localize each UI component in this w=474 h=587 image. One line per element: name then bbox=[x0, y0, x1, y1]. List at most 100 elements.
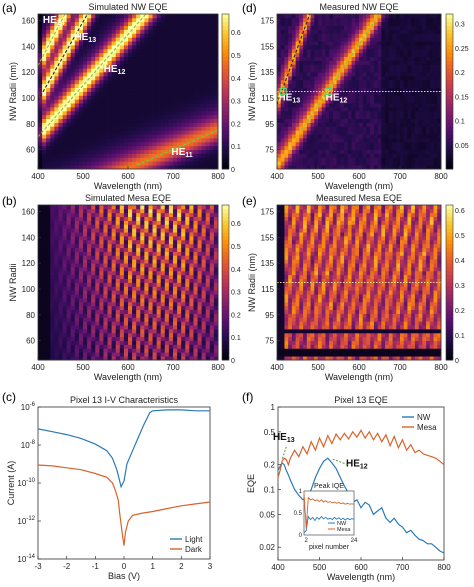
heatmap-cell bbox=[284, 161, 289, 166]
heatmap-cell bbox=[54, 336, 59, 342]
heatmap-cell bbox=[280, 14, 285, 19]
heatmap-cell bbox=[99, 208, 104, 214]
heatmap-cell bbox=[359, 68, 364, 73]
heatmap-cell bbox=[197, 228, 203, 233]
heatmap-cell bbox=[38, 21, 43, 27]
heatmap-cell bbox=[144, 309, 149, 314]
heatmap-cell bbox=[306, 14, 311, 19]
heatmap-cell bbox=[115, 141, 121, 147]
heatmap-cell bbox=[197, 251, 203, 256]
heatmap-cell bbox=[164, 325, 170, 330]
heatmap-cell bbox=[156, 79, 162, 85]
colorbar-swatch bbox=[222, 87, 229, 92]
heatmap-cell bbox=[103, 95, 108, 100]
heatmap-cell bbox=[83, 340, 88, 345]
heatmap-cell bbox=[128, 130, 133, 135]
heatmap-cell bbox=[197, 356, 203, 361]
heatmap-cell bbox=[58, 220, 63, 225]
heatmap-cell bbox=[291, 41, 297, 46]
heatmap-cell bbox=[355, 56, 360, 61]
heatmap-cell bbox=[123, 332, 129, 338]
heatmap-cell bbox=[70, 29, 76, 34]
colorbar-swatch bbox=[222, 321, 229, 326]
heatmap-cell bbox=[168, 270, 174, 276]
heatmap-cell bbox=[83, 298, 88, 303]
heatmap-cell bbox=[83, 267, 88, 272]
heatmap-cell bbox=[115, 356, 121, 361]
heatmap-cell bbox=[185, 270, 190, 276]
heatmap-cell bbox=[193, 114, 198, 120]
heatmap-cell bbox=[132, 95, 137, 100]
heatmap-cell bbox=[148, 99, 153, 104]
heatmap-cell bbox=[318, 107, 323, 112]
heatmap-cell bbox=[373, 41, 379, 46]
heatmap-cell bbox=[197, 332, 203, 338]
heatmap-cell bbox=[54, 274, 59, 280]
heatmap-cell bbox=[140, 313, 145, 318]
heatmap-cell bbox=[152, 313, 158, 318]
heatmap-cell bbox=[99, 329, 104, 334]
heatmap-cell bbox=[152, 298, 158, 303]
colorbar-swatch bbox=[222, 216, 229, 221]
heatmap-cell bbox=[152, 340, 158, 345]
heatmap-cell bbox=[310, 118, 315, 123]
heatmap-cell bbox=[62, 298, 68, 303]
heatmap-cell bbox=[136, 317, 141, 322]
heatmap-cell bbox=[148, 263, 153, 268]
heatmap-cell bbox=[111, 48, 117, 54]
heatmap-cell bbox=[306, 118, 311, 123]
heatmap-cell bbox=[62, 79, 68, 85]
heatmap-cell bbox=[107, 60, 113, 65]
heatmap-cell bbox=[132, 236, 137, 241]
heatmap-cell bbox=[87, 336, 92, 342]
heatmap-cell bbox=[103, 286, 108, 291]
heatmap-cell bbox=[381, 72, 386, 77]
heatmap-cell bbox=[377, 91, 382, 96]
heatmap-cell bbox=[299, 37, 304, 42]
heatmap-cell bbox=[99, 228, 104, 233]
heatmap-cell bbox=[66, 243, 72, 249]
heatmap-cell bbox=[370, 153, 375, 158]
heatmap-cell bbox=[373, 29, 379, 34]
heatmap-cell bbox=[123, 91, 129, 96]
heatmap-cell bbox=[160, 290, 166, 295]
heatmap-cell bbox=[99, 247, 104, 252]
heatmap-cell bbox=[144, 224, 149, 229]
heatmap-cell bbox=[38, 298, 43, 303]
heatmap-cell bbox=[66, 286, 72, 291]
heatmap-cell bbox=[46, 352, 51, 357]
heatmap-cell bbox=[58, 157, 63, 162]
heatmap-cell bbox=[83, 208, 88, 214]
heatmap-cell bbox=[193, 232, 198, 237]
heatmap-cell bbox=[332, 153, 338, 158]
heatmap-cell bbox=[284, 130, 289, 135]
heatmap-cell bbox=[123, 29, 129, 34]
heatmap-cell bbox=[62, 344, 68, 349]
heatmap-cell bbox=[54, 56, 59, 61]
heatmap-cell bbox=[177, 313, 182, 318]
heatmap-cell bbox=[50, 56, 55, 61]
heatmap-cell bbox=[103, 103, 108, 108]
heatmap-cell bbox=[91, 64, 96, 69]
heatmap-cell bbox=[193, 72, 198, 77]
heatmap-cell bbox=[359, 103, 364, 108]
heatmap-cell bbox=[336, 134, 341, 139]
heatmap-cell bbox=[148, 83, 153, 89]
heatmap-cell bbox=[288, 161, 293, 166]
heatmap-cell bbox=[38, 356, 43, 361]
heatmap-cell bbox=[392, 95, 397, 100]
colorbar-swatch bbox=[222, 317, 229, 322]
heatmap-cell bbox=[197, 165, 203, 170]
heatmap-cell bbox=[111, 64, 117, 69]
heatmap-cell bbox=[119, 216, 125, 221]
heatmap-cell bbox=[359, 25, 364, 30]
colorbar-swatch bbox=[222, 141, 229, 147]
heatmap-cell bbox=[185, 356, 190, 361]
heatmap-cell bbox=[310, 79, 315, 85]
heatmap-cell bbox=[370, 134, 375, 139]
heatmap-cell bbox=[46, 21, 51, 27]
heatmap-cell bbox=[325, 103, 330, 108]
heatmap-cell bbox=[152, 25, 158, 30]
heatmap-cell bbox=[144, 356, 149, 361]
heatmap-cell bbox=[173, 282, 178, 287]
